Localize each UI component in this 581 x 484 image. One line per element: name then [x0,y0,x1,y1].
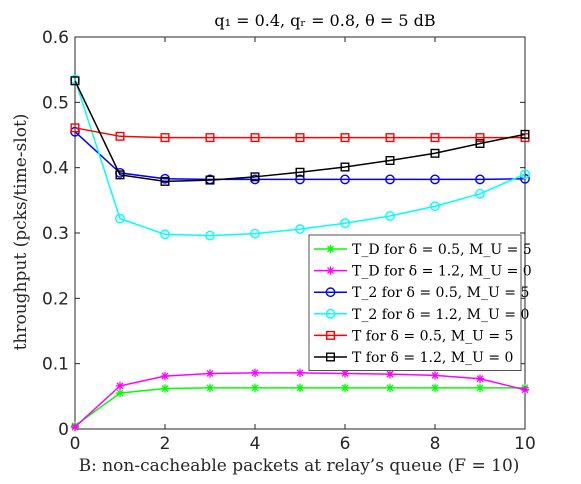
data-point [250,228,260,239]
data-point [295,133,305,143]
data-point [385,369,395,379]
legend-label: T_D for δ = 0.5, M_U = 5 [352,242,532,258]
data-point [115,388,125,398]
plot-area: 0 2 4 6 8 10 0 0.1 0.2 0.3 0.4 0.5 0.6 [42,28,536,454]
legend-marker [326,330,336,340]
y-tick-label: 0.4 [42,159,69,179]
legend-label: T_2 for δ = 0.5, M_U = 5 [352,285,529,301]
data-point [115,131,125,141]
data-point [295,167,305,177]
legend: T_D for δ = 0.5, M_U = 5 T_D for δ = 1.2,… [308,234,532,372]
y-tick-label: 0.1 [42,355,69,375]
data-point [295,224,305,234]
data-point [340,218,350,229]
data-point [340,162,350,172]
data-point [295,383,305,393]
legend-label: T for δ = 0.5, M_U = 5 [352,328,513,344]
data-point [205,175,215,185]
data-point [250,383,260,393]
data-point [160,176,170,186]
data-point [475,188,485,199]
data-point [205,230,215,241]
data-point [115,381,125,391]
data-point [385,155,395,165]
x-tick-label: 6 [340,434,351,454]
data-point [205,133,215,143]
y-tick-label: 0.3 [42,224,69,244]
data-point [430,383,440,393]
data-point [430,174,440,185]
legend-label: T_D for δ = 1.2, M_U = 0 [352,264,532,280]
data-point [520,385,530,394]
x-tick-label: 0 [70,434,81,454]
y-axis-title: throughput (pcks/time-slot) [11,114,31,351]
legend-marker [325,287,336,298]
y-tick-label: 0.2 [42,289,69,309]
data-point [340,369,350,378]
data-point [250,172,260,182]
data-point [430,371,440,380]
data-point [250,133,260,143]
legend-marker [325,308,336,319]
series-line-2 [74,131,526,181]
series-line-4 [74,127,525,139]
data-point [250,368,260,378]
data-point [475,383,485,393]
data-point [115,213,125,224]
x-tick-label: 4 [250,434,261,454]
chart-title: q₁ = 0.4, qᵣ = 0.8, θ = 5 dB [214,11,435,30]
data-point [385,383,395,393]
data-point [475,138,485,148]
data-point [340,133,350,143]
data-point [295,368,305,378]
legend-box [308,234,522,372]
data-point [205,383,215,393]
x-axis-title: B: non-cacheable packets at relay’s queu… [79,456,520,476]
data-point [160,371,170,381]
data-point [160,133,170,143]
legend-marker [326,266,335,275]
y-tick-label: 0.6 [42,28,69,48]
x-tick-label: 10 [514,434,536,454]
data-point [340,174,350,185]
legend-marker [326,244,335,254]
data-point [430,201,440,212]
series-line-1 [74,372,526,428]
legend-label: T for δ = 1.2, M_U = 0 [352,350,513,366]
data-point [520,129,530,139]
legend-label: T_2 for δ = 1.2, M_U = 0 [352,307,529,323]
data-point [70,422,80,432]
data-point [160,384,170,393]
data-point [295,174,305,185]
legend-marker [326,352,336,362]
y-tick-label: 0 [58,420,69,440]
data-point [475,374,485,383]
data-point [430,133,440,143]
data-point [205,369,215,378]
series-line-5 [74,80,526,183]
data-point [475,174,485,185]
data-point [70,123,80,133]
data-point [70,76,80,86]
data-point [340,383,350,393]
data-point [475,133,485,143]
data-point [385,174,395,185]
data-point [520,169,530,180]
series-line-0 [74,387,525,427]
data-point [385,211,395,221]
data-point [160,229,170,240]
x-tick-label: 2 [160,434,171,454]
data-point [385,133,395,143]
x-tick-label: 8 [430,434,441,454]
series-line-3 [74,79,526,237]
data-point [430,148,440,158]
data-point [115,170,125,180]
y-tick-label: 0.5 [42,93,69,113]
